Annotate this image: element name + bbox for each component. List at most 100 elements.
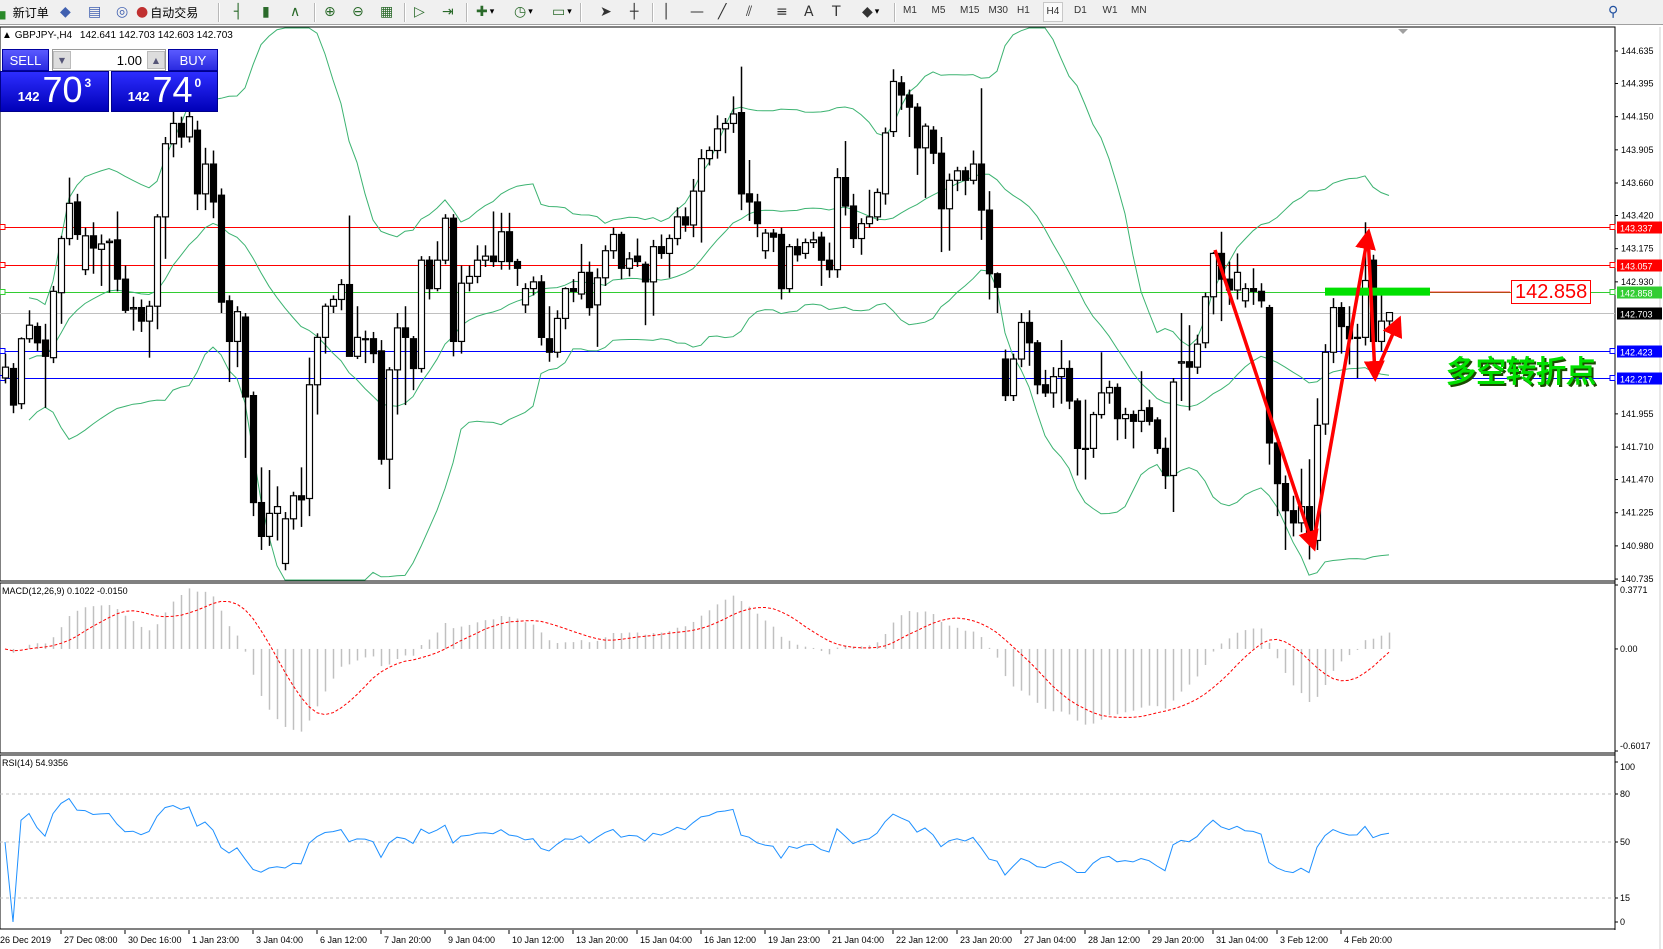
sell-pips: 70 (42, 69, 83, 110)
candle-bull (161, 143, 170, 218)
zoom-out-button[interactable]: ⊖ (352, 2, 366, 22)
crosshair-button[interactable]: ┼ (630, 2, 640, 22)
text-button[interactable]: A (804, 2, 816, 22)
candle-bear (1249, 288, 1258, 292)
timeframe-m15[interactable]: M15 (960, 5, 980, 16)
candle-bear (369, 338, 378, 355)
candle-bull (801, 241, 810, 255)
buy-button[interactable]: BUY (168, 49, 218, 71)
sell-price[interactable]: 142 70 3 (0, 71, 109, 112)
horizontal-line-button[interactable]: — (690, 2, 706, 22)
signals-button[interactable]: ◎ (116, 2, 130, 22)
candle-bear (1337, 306, 1346, 328)
candle-bull (289, 495, 298, 520)
sell-button[interactable]: SELL (2, 49, 49, 71)
lot-size-field[interactable]: ▼ 1.00 ▲ (52, 49, 166, 71)
candle-bull (465, 275, 474, 284)
candle-bear (401, 327, 410, 338)
candle-bear (1257, 290, 1266, 302)
price-flag-label: 142.423 (1620, 348, 1653, 358)
periods-button[interactable]: ◷ ▾ (514, 2, 533, 22)
candle-bull (497, 231, 506, 263)
timeframe-m1[interactable]: M1 (903, 5, 917, 16)
candle-bear (817, 236, 826, 261)
time-tick-label: 9 Jan 04:00 (448, 935, 495, 945)
time-tick-label: 31 Jan 04:00 (1216, 935, 1268, 945)
shapes-button[interactable]: ◆ ▾ (862, 2, 879, 22)
candle-bull (313, 336, 322, 386)
price-tick-label: 143.905 (1621, 145, 1654, 155)
trendline-button[interactable]: ╱ (718, 2, 728, 22)
hline-anchor-left (0, 224, 6, 230)
time-tick-label: 13 Jan 20:00 (576, 935, 628, 945)
vertical-line-button[interactable]: │ (662, 2, 672, 22)
timeframe-h1[interactable]: H1 (1017, 5, 1030, 16)
search-icon[interactable]: ⚲ (1608, 4, 1619, 20)
candle-bull (457, 282, 466, 343)
candle-bear (1185, 361, 1194, 368)
navigator-button[interactable]: ▤ (88, 2, 103, 22)
candle-bear (41, 339, 50, 357)
dropdown-arrow-icon[interactable]: ▾ (528, 7, 533, 17)
hline-anchor-left (0, 262, 6, 268)
cursor-button[interactable]: ➤ (600, 2, 614, 22)
lot-increase-button[interactable]: ▲ (147, 51, 165, 69)
dropdown-arrow-icon[interactable]: ▾ (567, 7, 572, 17)
text-label-button[interactable]: T (832, 2, 843, 22)
rsi-title: RSI(14) 54.9356 (2, 758, 69, 768)
timeframe-w1[interactable]: W1 (1102, 5, 1118, 16)
zoom-in-button[interactable]: ⊕ (324, 2, 338, 22)
equidistant-channel-button[interactable]: ⫽ (746, 2, 754, 22)
candle-bear (73, 201, 82, 236)
buy-price[interactable]: 142 74 0 (111, 71, 218, 112)
line-chart-button[interactable]: ∧ (290, 2, 302, 22)
indicators-icon: ✚ (476, 4, 488, 20)
candle-bear (1033, 342, 1042, 386)
timeframe-h4[interactable]: H4 (1042, 2, 1064, 22)
candle-bull (393, 327, 402, 371)
reversal-point-annotation[interactable]: 多空转折点 (1446, 355, 1596, 390)
candle-bull (1209, 252, 1218, 298)
lot-value[interactable]: 1.00 (116, 52, 142, 68)
candle-bull (433, 259, 442, 290)
auto-scroll-button[interactable]: ▷ (414, 2, 427, 22)
candle-bull (593, 277, 602, 306)
candle-bull (889, 80, 898, 133)
candle-bear (737, 112, 746, 195)
dropdown-arrow-icon[interactable]: ▾ (489, 7, 495, 17)
templates-button[interactable]: ▭ ▾ (552, 2, 572, 22)
candle-bear (241, 316, 250, 398)
timeframe-m30[interactable]: M30 (988, 5, 1008, 16)
timeframe-mn[interactable]: MN (1131, 5, 1147, 16)
candle-bear (537, 281, 546, 338)
candle-bull (649, 246, 658, 283)
lot-decrease-button[interactable]: ▼ (53, 51, 71, 69)
toolbar-separator (314, 3, 316, 22)
candle-bull (697, 158, 706, 192)
price-annotation-box[interactable]: 142.858 (1511, 280, 1592, 304)
candle-bull (129, 306, 138, 310)
dropdown-arrow-icon[interactable]: ▾ (874, 7, 880, 17)
indicators-button[interactable]: ✚ ▾ (476, 2, 494, 22)
auto-trading-button[interactable]: ● 自动交易 (136, 2, 198, 22)
new-order-button[interactable]: ▖ 新订单 (0, 2, 49, 22)
candlestick-icon: ▮ (262, 4, 270, 20)
fibonacci-button[interactable]: ≡ (776, 2, 790, 22)
tile-windows-button[interactable]: ▦ (380, 2, 395, 22)
market-watch-icon: ◆ (60, 4, 71, 20)
candle-bull (705, 149, 714, 160)
candle-bull (441, 217, 450, 261)
market-watch-button[interactable]: ◆ (60, 2, 73, 22)
chart-shift-button[interactable]: ⇥ (442, 2, 456, 22)
price-flag-pivot (1617, 286, 1662, 299)
bar-chart-button[interactable]: ┤ (234, 2, 244, 22)
candlestick-button[interactable]: ▮ (262, 2, 272, 22)
timeframe-d1[interactable]: D1 (1074, 5, 1087, 16)
candle-bear (1065, 367, 1074, 402)
candle-bear (9, 367, 18, 406)
zoom-in-icon: ⊕ (324, 4, 336, 20)
candle-bull (873, 191, 882, 218)
collapse-triangle-icon[interactable]: ▲ (2, 30, 12, 41)
timeframe-m5[interactable]: M5 (931, 5, 946, 16)
